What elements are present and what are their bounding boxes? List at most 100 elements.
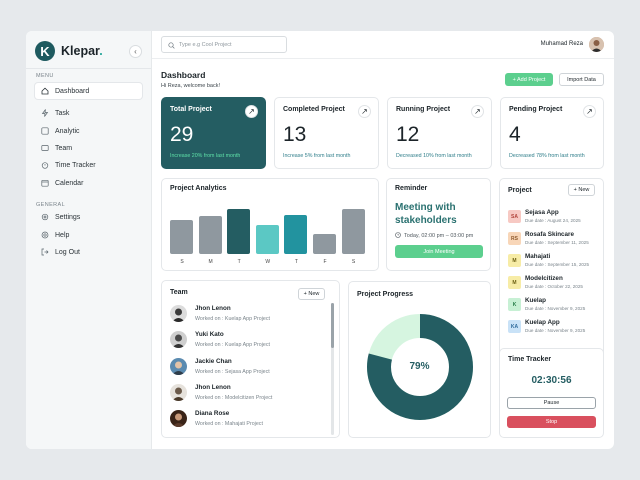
arrow-up-right-icon[interactable]: ↗ (245, 105, 258, 118)
pause-button[interactable]: Pause (507, 397, 596, 409)
project-analytics-card: Project Analytics S M T W T F S (161, 178, 379, 271)
user-name[interactable]: Muhamad Reza (540, 41, 583, 47)
new-team-member-button[interactable]: + New (298, 288, 325, 300)
list-item[interactable]: Jackie Chan Worked on : Sejasa App Proje… (170, 357, 320, 379)
stat-card-running-project[interactable]: Running Project ↗ 12 Decreased 10% from … (387, 97, 492, 169)
list-item[interactable]: Yuki Kato Worked on : Kuelap App Project (170, 330, 320, 352)
avatar (170, 305, 187, 322)
analytics-bar-t2[interactable] (284, 215, 308, 254)
analytics-bar-f[interactable] (313, 234, 336, 254)
list-item[interactable]: Jhon Lenon Worked on : Kuelap App Projec… (170, 304, 320, 326)
list-item[interactable]: M Mahajati Due date : September 15, 2025 (508, 253, 598, 273)
page-title: Dashboard (161, 70, 206, 80)
card-title: Project Progress (357, 291, 414, 298)
team-card: Team + New Jhon Lenon Worked on : Kuelap… (161, 280, 340, 438)
stat-title: Running Project (396, 106, 451, 113)
sidebar-item-dashboard[interactable]: Dashboard (35, 83, 142, 99)
logout-icon (41, 248, 49, 256)
analytics-bar-m[interactable] (198, 216, 222, 254)
day-label: S (351, 259, 356, 265)
list-item[interactable]: KA Kuelap App Due date : November 9, 202… (508, 319, 598, 339)
sidebar-item-calendar[interactable]: Calendar (35, 175, 142, 191)
team-icon (41, 144, 49, 152)
arrow-up-right-icon[interactable]: ↗ (583, 105, 596, 118)
stat-title: Total Project (170, 106, 212, 113)
project-list-card: Project + New SA Sejasa App Due date : A… (499, 178, 604, 370)
list-item[interactable]: Diana Rose Worked on : Mahajati Project (170, 409, 320, 431)
project-name: Modelcitizen (525, 275, 563, 282)
arrow-up-right-icon[interactable]: ↗ (471, 105, 484, 118)
logo[interactable]: K Klepar. (35, 41, 103, 61)
analytics-bar-s2[interactable] (341, 209, 365, 254)
analytics-bar-t[interactable] (227, 209, 251, 254)
list-item[interactable]: K Kuelap Due date : November 9, 2025 (508, 297, 598, 317)
card-title: Time Tracker (508, 356, 552, 363)
project-name: Rosafa Skincare (525, 231, 575, 238)
sidebar-item-time-tracker[interactable]: Time Tracker (35, 157, 142, 173)
team-member-name: Jackie Chan (195, 358, 232, 365)
user-avatar[interactable] (589, 37, 604, 52)
stop-button[interactable]: Stop (507, 416, 596, 428)
card-title: Reminder (395, 185, 428, 192)
reminder-line: stakeholders (395, 214, 457, 226)
top-bar: Muhamad Reza (152, 31, 614, 59)
stat-subtext: Decreased 78% from last month (509, 153, 585, 159)
project-progress-card: Project Progress 79% (348, 281, 491, 438)
project-badge: KA (508, 320, 521, 333)
sidebar-item-team[interactable]: Team (35, 140, 142, 156)
stat-card-pending-project[interactable]: Pending Project ↗ 4 Decreased 78% from l… (500, 97, 604, 169)
list-item[interactable]: SA Sejasa App Due date : August 24, 2025 (508, 209, 598, 229)
add-project-button[interactable]: + Add Project (505, 73, 553, 86)
list-item[interactable]: M Modelcitizen Due date : October 22, 20… (508, 275, 598, 295)
analytics-bar-w[interactable] (255, 224, 279, 254)
brand-name: Klepar. (61, 44, 103, 58)
scrollbar[interactable] (331, 303, 334, 435)
timer-display: 02:30:56 (531, 375, 572, 386)
analytics-bar-s[interactable] (170, 220, 193, 254)
list-item[interactable]: Jhon Lenon Worked on : Modelcitizen Proj… (170, 383, 320, 405)
team-member-project: Worked on : Kuelap App Project (195, 316, 270, 322)
stat-title: Pending Project (509, 106, 563, 113)
app-window: K Klepar. ‹ MENU Dashboard Task Analytic… (26, 31, 614, 449)
stat-subtext: Increase 20% from last month (170, 153, 241, 159)
project-name: Sejasa App (525, 209, 559, 216)
list-item[interactable]: RS Rosafa Skincare Due date : September … (508, 231, 598, 251)
stat-value: 12 (396, 123, 420, 146)
join-meeting-button[interactable]: Join Meeting (395, 245, 483, 258)
stat-card-total-project[interactable]: Total Project ↗ 29 Increase 20% from las… (161, 97, 266, 169)
arrow-up-right-icon[interactable]: ↗ (358, 105, 371, 118)
team-member-project: Worked on : Mahajati Project (195, 421, 263, 427)
sidebar-item-task[interactable]: Task (35, 105, 142, 121)
team-member-project: Worked on : Modelcitizen Project (195, 395, 273, 401)
divider (26, 68, 151, 69)
sidebar-item-analytic[interactable]: Analytic (35, 123, 142, 139)
import-data-button[interactable]: Import Data (559, 73, 604, 86)
sidebar-item-help[interactable]: Help (35, 227, 142, 243)
new-project-button[interactable]: + New (568, 184, 595, 196)
search-box[interactable] (161, 36, 287, 53)
stat-card-completed-project[interactable]: Completed Project ↗ 13 Increase 5% from … (274, 97, 379, 169)
project-due-date: Due date : September 15, 2025 (525, 262, 590, 267)
reminder-time-text: Today, 02:00 pm – 03:00 pm (404, 233, 474, 239)
collapse-sidebar-button[interactable]: ‹ (129, 45, 142, 58)
project-due-date: Due date : August 24, 2025 (525, 218, 581, 223)
search-input[interactable] (179, 41, 279, 48)
search-icon (168, 36, 175, 54)
project-name: Mahajati (525, 253, 551, 260)
project-due-date: Due date : September 11, 2025 (525, 240, 589, 245)
sidebar-item-log-out[interactable]: Log Out (35, 244, 142, 260)
card-title: Project (508, 187, 532, 194)
day-label: M (208, 259, 213, 265)
project-badge: RS (508, 232, 521, 245)
reminder-line: Meeting with (395, 202, 456, 213)
team-member-name: Yuki Kato (195, 331, 224, 338)
stat-value: 29 (170, 123, 194, 146)
project-due-date: Due date : October 22, 2025 (525, 284, 583, 289)
gear-icon (41, 213, 49, 221)
avatar (170, 410, 187, 427)
scrollbar-thumb[interactable] (331, 303, 334, 348)
sidebar-item-settings[interactable]: Settings (35, 209, 142, 225)
stat-title: Completed Project (283, 106, 345, 113)
avatar (170, 358, 187, 375)
project-badge: SA (508, 210, 521, 223)
